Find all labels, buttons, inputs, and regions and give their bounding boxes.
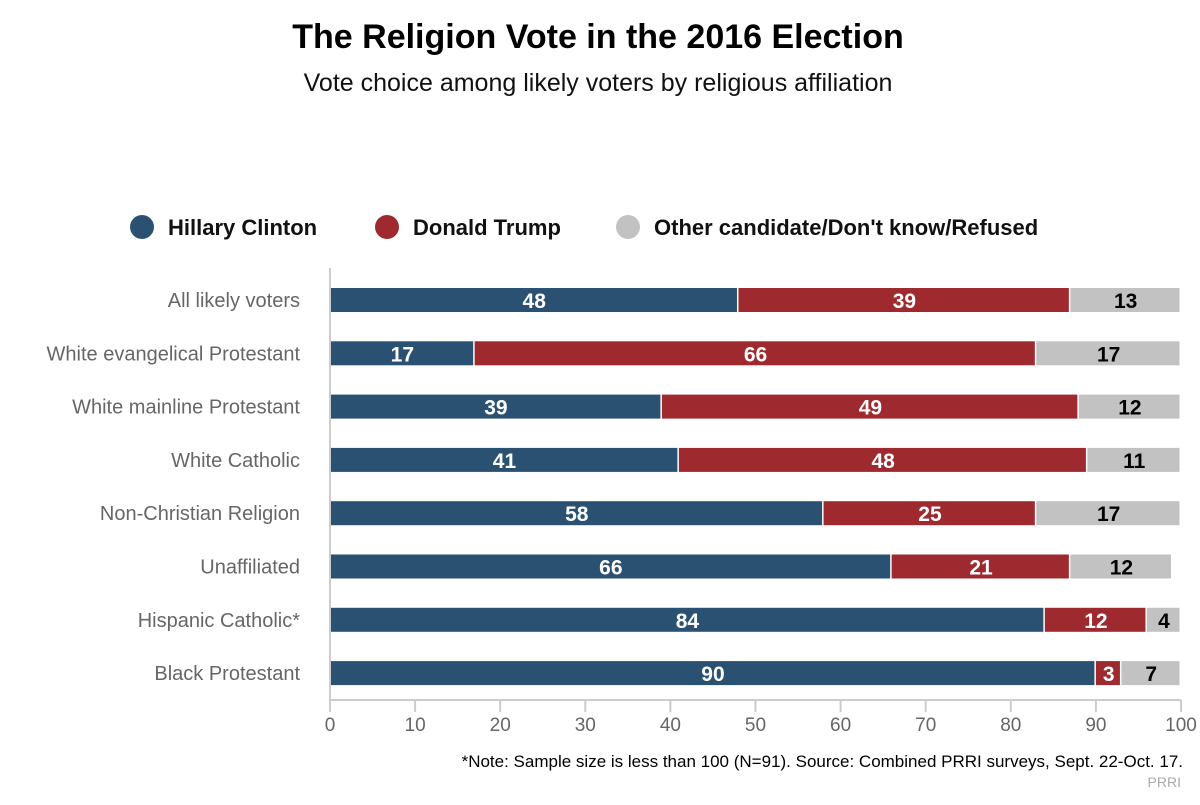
bar-segment xyxy=(1146,607,1180,632)
bar-segment xyxy=(1087,447,1180,472)
credit: PRRI xyxy=(1148,774,1181,790)
bar-segment xyxy=(1070,554,1171,579)
data-label: 66 xyxy=(599,557,622,580)
data-label: 11 xyxy=(1123,450,1146,473)
bar-segment xyxy=(330,501,823,526)
data-label: 58 xyxy=(565,503,589,526)
bar-segment xyxy=(678,447,1086,472)
legend-marker xyxy=(375,215,399,239)
bar-segment xyxy=(1044,607,1146,632)
legend-item: Hillary Clinton xyxy=(130,215,317,240)
bar-segment xyxy=(661,394,1078,419)
legend-item: Donald Trump xyxy=(375,215,561,240)
category-label: Unaffiliated xyxy=(200,557,300,579)
bar-segment xyxy=(330,661,1095,686)
category-label: White Catholic xyxy=(171,450,300,472)
data-label: 17 xyxy=(1097,343,1120,366)
bar-segment xyxy=(330,607,1044,632)
bar-segment xyxy=(823,501,1035,526)
data-label: 25 xyxy=(918,503,942,526)
bar-segment xyxy=(1070,288,1180,312)
bar-segment xyxy=(330,394,661,419)
chart-subtitle: Vote choice among likely voters by relig… xyxy=(304,69,893,97)
x-tick-label: 90 xyxy=(1085,715,1106,736)
data-label: 21 xyxy=(969,557,993,580)
legend-item: Other candidate/Don't know/Refused xyxy=(616,215,1038,240)
x-tick-label: 10 xyxy=(405,715,426,736)
bar-segment xyxy=(330,554,891,579)
x-tick-label: 80 xyxy=(1000,715,1021,736)
data-label: 90 xyxy=(701,663,724,686)
category-label: Hispanic Catholic* xyxy=(138,610,301,632)
data-label: 49 xyxy=(859,397,882,420)
category-label: White evangelical Protestant xyxy=(47,343,301,365)
bar-segment xyxy=(330,341,474,366)
bar-segment xyxy=(1036,501,1180,526)
data-label: 66 xyxy=(744,343,767,366)
x-tick-label: 100 xyxy=(1165,715,1197,736)
data-label: 39 xyxy=(484,397,507,420)
data-label: 48 xyxy=(871,450,895,473)
legend-label: Donald Trump xyxy=(413,215,561,240)
data-label: 17 xyxy=(1097,503,1120,526)
category-label: All likely voters xyxy=(168,290,300,312)
data-label: 41 xyxy=(493,450,517,473)
bar-segment xyxy=(1095,661,1120,686)
legend: Hillary Clinton Donald Trump Other candida… xyxy=(130,215,1038,240)
x-tick-label: 0 xyxy=(325,715,336,736)
legend-marker xyxy=(130,215,154,239)
data-label: 17 xyxy=(391,343,414,366)
bar-segment xyxy=(1121,661,1180,686)
x-tick-label: 70 xyxy=(915,715,936,736)
x-tick-label: 40 xyxy=(660,715,681,736)
x-tick-label: 50 xyxy=(745,715,766,736)
data-label: 7 xyxy=(1145,663,1157,686)
bar-segment xyxy=(330,447,678,472)
bars: All likely voters 48 39 13 White evangelical… xyxy=(47,288,1180,686)
data-label: 39 xyxy=(893,290,916,313)
data-label: 12 xyxy=(1110,557,1133,580)
legend-label: Other candidate/Don't know/Refused xyxy=(654,215,1038,240)
category-label: Black Protestant xyxy=(154,663,300,685)
bar-segment xyxy=(1078,394,1180,419)
bar-segment xyxy=(738,288,1069,312)
data-label: 4 xyxy=(1158,610,1170,633)
x-tick-label: 60 xyxy=(830,715,851,736)
data-label: 12 xyxy=(1118,397,1141,420)
x-tick-label: 20 xyxy=(490,715,511,736)
data-label: 3 xyxy=(1103,663,1115,686)
category-label: White mainline Protestant xyxy=(72,397,300,419)
bar-segment xyxy=(330,288,737,312)
data-label: 13 xyxy=(1114,290,1137,313)
bar-segment xyxy=(891,554,1069,579)
x-axis: 0 10 20 30 40 50 60 70 80 90 100 xyxy=(325,268,1197,736)
bar-segment xyxy=(474,341,1035,366)
chart-title: The Religion Vote in the 2016 Election xyxy=(292,18,904,56)
data-label: 12 xyxy=(1084,610,1107,633)
x-tick-label: 30 xyxy=(575,715,596,736)
data-label: 84 xyxy=(676,610,700,633)
legend-label: Hillary Clinton xyxy=(168,215,317,240)
category-label: Non-Christian Religion xyxy=(100,503,300,525)
data-label: 48 xyxy=(523,290,547,313)
footnote: *Note: Sample size is less than 100 (N=9… xyxy=(462,752,1183,771)
bar-segment xyxy=(1036,341,1180,366)
legend-marker xyxy=(616,215,640,239)
